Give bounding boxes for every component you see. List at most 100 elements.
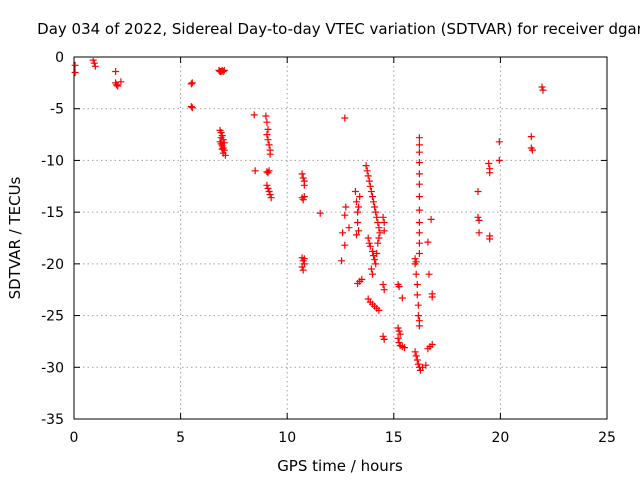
data-point [373,213,381,221]
data-point [369,193,376,201]
data-point [412,352,420,360]
data-point [428,341,436,348]
data-point [413,281,421,288]
data-point [425,270,433,278]
data-point [71,69,79,76]
data-point [355,203,363,211]
data-point [366,242,374,250]
data-point [91,62,99,70]
data-point [411,348,419,356]
data-point [372,208,380,216]
x-tick-label: 10 [278,430,296,446]
data-point [396,330,404,338]
data-point [485,160,493,167]
data-point [221,151,229,159]
data-point [299,266,307,274]
data-point [415,219,423,226]
data-point [265,167,273,175]
data-point [112,68,120,75]
data-point [395,327,403,335]
data-point [413,356,421,364]
data-point [188,104,196,112]
data-point [219,136,227,144]
data-point [220,139,228,147]
data-point [265,141,273,149]
data-point [251,167,259,175]
data-point [475,229,483,237]
data-point [356,193,364,201]
data-point [266,150,274,158]
data-point [415,141,423,149]
data-point [371,203,379,211]
data-point [299,196,307,204]
x-axis-label: GPS time / hours [277,457,403,475]
data-point [428,293,436,301]
data-point [266,191,274,199]
data-point [424,238,432,246]
data-point [370,198,377,206]
data-point [365,177,373,185]
data-point [263,131,271,139]
data-point [365,239,373,247]
data-point [415,148,423,156]
data-point [300,181,308,189]
data-point [218,145,226,153]
grid-lines [74,57,607,419]
data-point [263,181,271,189]
data-point [412,258,420,266]
data-point [364,234,372,242]
data-point [263,118,271,126]
data-point [413,291,421,299]
data-point [380,219,388,226]
data-point [363,167,371,175]
data-point [394,324,402,332]
data-point [475,216,483,224]
data-point [375,306,383,314]
data-point [218,132,226,140]
data-point [414,360,422,368]
data-point [298,170,306,178]
data-point [539,86,547,94]
data-point [398,294,406,302]
data-point [474,188,482,195]
data-point [379,281,387,288]
y-tick-label: -35 [41,412,64,428]
data-point [367,188,375,195]
axis-ticks [73,56,608,420]
y-tick-label: -25 [41,309,64,325]
data-point [262,112,270,120]
data-point [486,235,494,243]
data-point [298,263,306,271]
data-point [219,68,227,75]
data-point [187,103,195,111]
data-point [300,255,308,263]
data-point [495,156,503,164]
y-tick-label: -20 [41,257,64,273]
data-point [538,83,546,91]
data-point [379,332,387,340]
plot-area-frame [73,56,608,420]
data-point [415,239,423,247]
data-point [299,174,307,182]
data-point [415,229,423,237]
y-tick-label: -10 [41,153,64,169]
data-point [355,227,363,235]
data-point [341,241,349,249]
data-point [380,227,388,235]
data-point [367,265,375,273]
data-point [353,198,360,206]
data-point [316,209,324,217]
data-point [264,184,272,192]
data-point [415,134,423,142]
x-tick-label: 0 [70,430,79,446]
data-point [338,257,346,265]
data-point [90,59,98,67]
data-point [354,219,362,226]
data-point [341,211,349,219]
data-point [300,193,308,201]
data-point [415,193,423,201]
y-tick-label: 0 [55,50,64,66]
y-tick-label: -5 [50,102,64,118]
data-point [414,312,422,320]
